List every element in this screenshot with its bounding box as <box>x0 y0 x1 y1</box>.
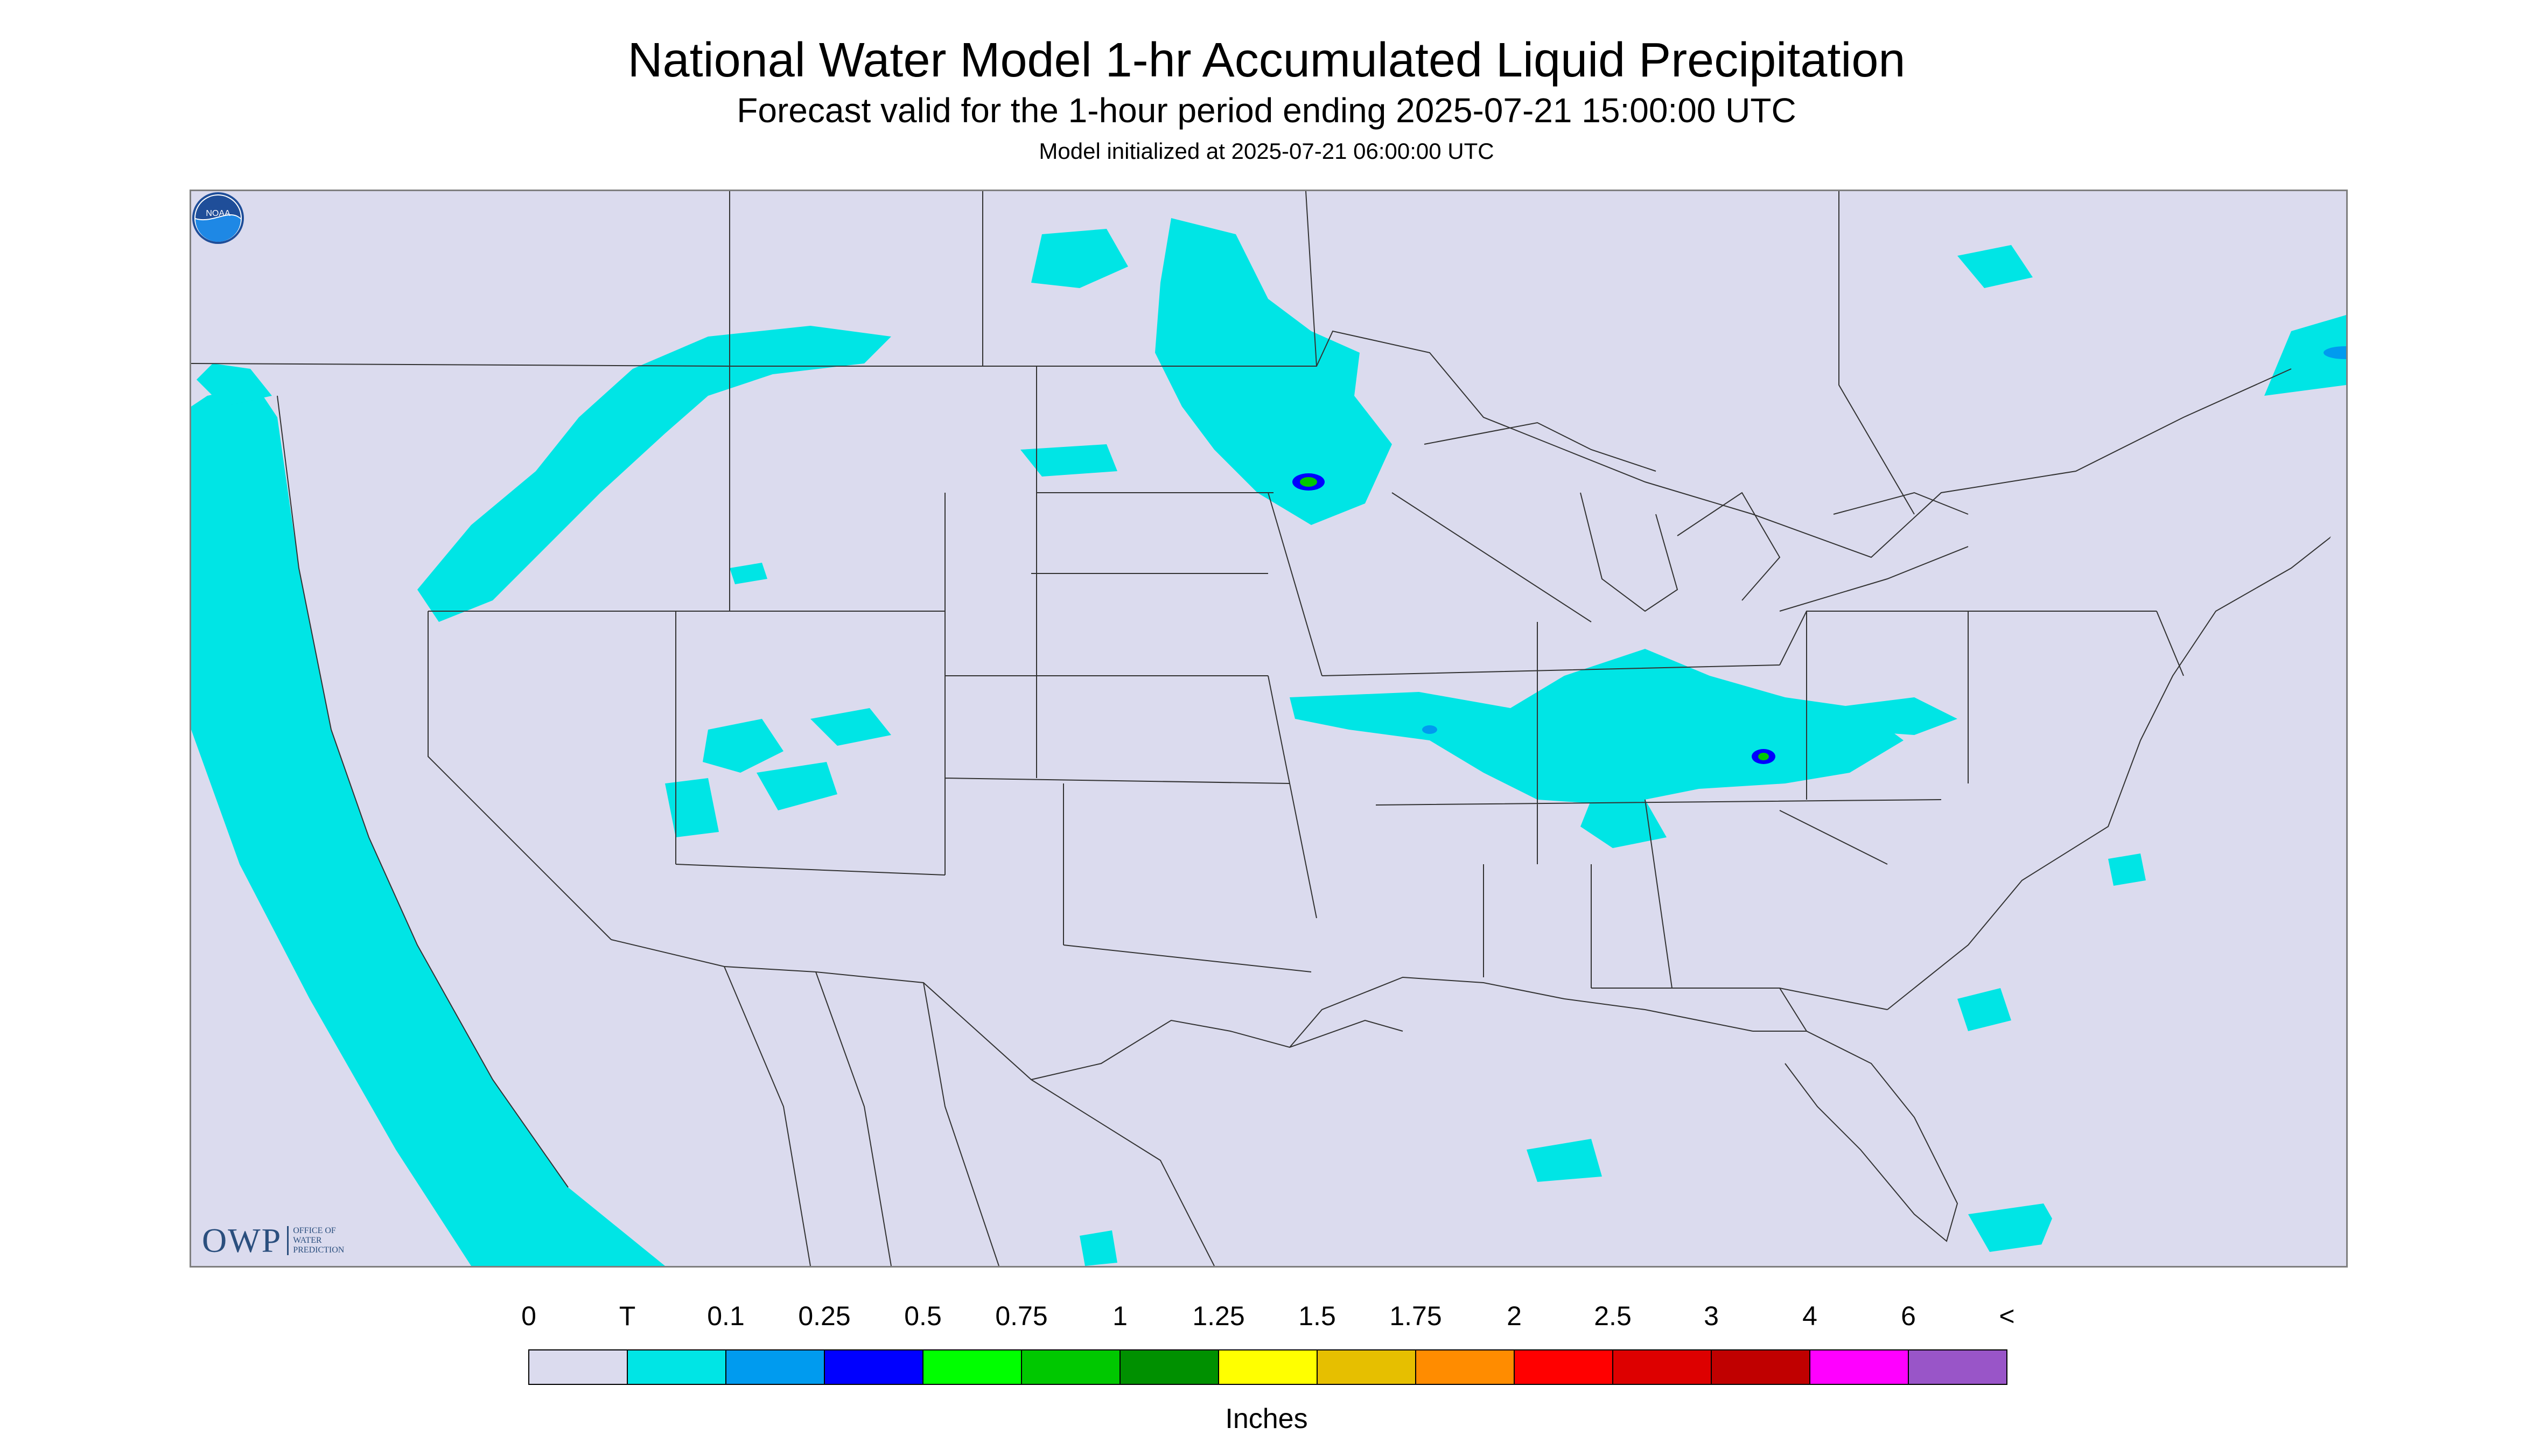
legend-label: 0.1 <box>707 1301 745 1331</box>
owp-logo: OWP OFFICE OF WATER PREDICTION <box>202 1221 344 1261</box>
legend-swatch <box>1415 1349 1515 1385</box>
legend-colorbar <box>528 1349 2007 1385</box>
west-coast-outline <box>277 395 569 1188</box>
legend-label: 4 <box>1802 1301 1817 1331</box>
legend-label: 0.5 <box>904 1301 942 1331</box>
legend-label: T <box>619 1301 636 1331</box>
legend-label: 0.25 <box>798 1301 851 1331</box>
bahamas-precip-1 <box>1968 1203 2065 1252</box>
atlantic-precip-1 <box>1957 988 2011 1031</box>
chart-title: National Water Model 1-hr Accumulated Li… <box>627 33 1906 87</box>
noaa-logo-icon: NOAA <box>192 192 244 244</box>
legend-label: 2 <box>1507 1301 1522 1331</box>
legend-label: < <box>1999 1301 2015 1331</box>
east-coast-outline <box>1887 524 2346 1010</box>
svg-text:NOAA: NOAA <box>206 209 230 218</box>
legend-labels: 0 T 0.1 0.25 0.5 0.75 1 1.25 1.5 1.75 2 2.5 3 4 6 < <box>521 1300 2015 1333</box>
quebec-precip-patch <box>2264 315 2346 396</box>
precipitation-areas <box>191 218 2346 1266</box>
legend-label: 0 <box>521 1301 536 1331</box>
southwest-precip-2 <box>757 762 837 810</box>
idaho-precip-patch <box>730 563 767 584</box>
southwest-precip-1 <box>703 719 783 773</box>
upper-midwest-precip <box>1155 218 1392 525</box>
us-canada-border <box>191 330 2292 558</box>
model-init-label: Model initialized at 2025-07-21 06:00:00… <box>1039 138 1494 164</box>
legend-swatch <box>1021 1349 1121 1385</box>
owp-logo-subtext: OFFICE OF WATER PREDICTION <box>287 1226 344 1255</box>
legend-swatch <box>1809 1349 1909 1385</box>
canada-east-patch <box>1957 245 2033 288</box>
southwest-precip-4 <box>810 708 891 746</box>
legend-swatch <box>922 1349 1022 1385</box>
legend-label: 6 <box>1901 1301 1916 1331</box>
pacific-precip-band <box>191 385 665 1266</box>
canada-lines <box>729 191 1915 515</box>
west-states-lines <box>428 366 1592 972</box>
legend-swatch <box>725 1349 825 1385</box>
legend-swatch <box>1119 1349 1219 1385</box>
baja-precip <box>1080 1230 1117 1266</box>
gulf-coast-outline <box>1289 976 1753 1048</box>
legend-label: 1.75 <box>1389 1301 1442 1331</box>
precipitation-map: OWP OFFICE OF WATER PREDICTION NOAA <box>190 190 2348 1268</box>
map-svg <box>191 191 2346 1266</box>
political-borders <box>191 191 2346 1266</box>
mexico-states <box>724 966 1215 1266</box>
heavier-precip-spots <box>1292 346 2346 764</box>
legend-swatch <box>1612 1349 1712 1385</box>
dakota-precip-patch <box>1020 444 1117 477</box>
atlantic-precip-2 <box>2108 853 2146 886</box>
legend-swatch <box>1908 1349 2007 1385</box>
owp-logo-text: OWP <box>202 1221 282 1259</box>
kentucky-precip-tail <box>1580 800 1667 848</box>
legend-label: 1 <box>1112 1301 1128 1331</box>
gulf-precip-1 <box>1527 1139 1602 1182</box>
legend-label: 2.5 <box>1594 1301 1632 1331</box>
legend-label: 3 <box>1704 1301 1719 1331</box>
data-boundary-east <box>2033 503 2346 1266</box>
legend-swatch <box>824 1349 923 1385</box>
great-lakes-outline <box>1424 422 1969 612</box>
legend-units-label: Inches <box>1225 1403 1308 1434</box>
east-states-lines <box>1321 611 2184 1032</box>
legend-swatch <box>1711 1349 1810 1385</box>
legend-label: 1.25 <box>1192 1301 1245 1331</box>
virginia-precip-patch <box>1828 697 1957 735</box>
ohio-valley-precip <box>1290 649 1904 805</box>
forecast-valid-subtitle: Forecast valid for the 1-hour period end… <box>737 91 1796 130</box>
northwest-precip-patch-2 <box>197 363 272 407</box>
northwest-precip-band <box>417 326 891 622</box>
legend-swatch <box>1514 1349 1613 1385</box>
legend-label: 1.5 <box>1298 1301 1336 1331</box>
legend-swatch <box>627 1349 726 1385</box>
legend-swatch <box>1218 1349 1318 1385</box>
us-mexico-border <box>611 939 1403 1081</box>
manitoba-precip-patch <box>1031 229 1128 288</box>
southwest-precip-3 <box>665 778 719 837</box>
florida-outline <box>1753 1031 1958 1242</box>
legend-swatch <box>528 1349 628 1385</box>
legend-swatch <box>1317 1349 1416 1385</box>
legend-label: 0.75 <box>995 1301 1048 1331</box>
